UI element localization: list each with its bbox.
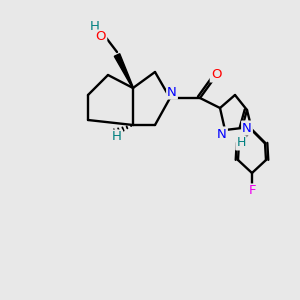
Text: N: N [167, 85, 177, 98]
Text: F: F [248, 184, 256, 197]
Text: H: H [236, 136, 246, 149]
Text: H: H [112, 130, 122, 143]
Text: N: N [217, 128, 227, 140]
Text: O: O [211, 68, 221, 82]
Text: N: N [242, 122, 252, 134]
Text: O: O [96, 31, 106, 44]
Text: H: H [90, 20, 100, 34]
Polygon shape [114, 54, 134, 88]
